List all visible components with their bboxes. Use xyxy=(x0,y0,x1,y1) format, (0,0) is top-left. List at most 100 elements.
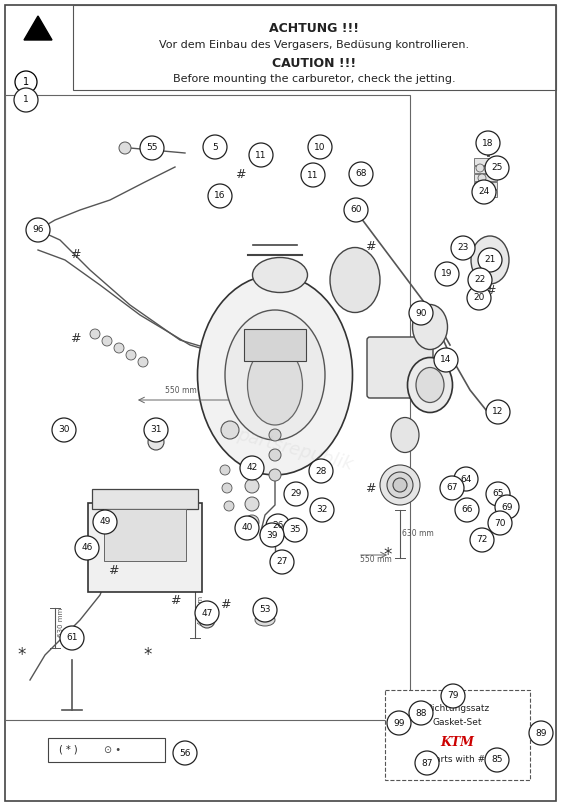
Text: *: * xyxy=(18,646,26,664)
Text: 61: 61 xyxy=(66,634,78,642)
Text: 26: 26 xyxy=(272,521,284,530)
Circle shape xyxy=(349,162,373,186)
Ellipse shape xyxy=(252,257,307,293)
Text: 99: 99 xyxy=(393,718,404,728)
Circle shape xyxy=(102,336,112,346)
Text: 30: 30 xyxy=(58,426,70,434)
Circle shape xyxy=(126,350,136,360)
Circle shape xyxy=(15,71,37,93)
Text: 60: 60 xyxy=(350,206,362,214)
FancyBboxPatch shape xyxy=(104,509,186,561)
FancyBboxPatch shape xyxy=(88,503,202,592)
Circle shape xyxy=(140,136,164,160)
Circle shape xyxy=(283,518,307,542)
Circle shape xyxy=(310,498,334,522)
Circle shape xyxy=(478,174,486,182)
Text: 96: 96 xyxy=(32,226,44,235)
Text: CAUTION !!!: CAUTION !!! xyxy=(272,57,356,70)
Text: Before mounting the carburetor, check the jetting.: Before mounting the carburetor, check th… xyxy=(173,74,456,84)
Circle shape xyxy=(245,515,259,529)
FancyBboxPatch shape xyxy=(475,157,498,164)
Text: #: # xyxy=(485,284,495,297)
Text: ACHTUNG !!!: ACHTUNG !!! xyxy=(269,22,359,35)
Text: 56: 56 xyxy=(180,749,191,758)
Circle shape xyxy=(60,626,84,650)
Text: 49: 49 xyxy=(99,517,111,526)
Circle shape xyxy=(222,483,232,493)
Circle shape xyxy=(486,400,510,424)
Circle shape xyxy=(245,461,259,475)
Text: 400 mm: 400 mm xyxy=(198,596,204,625)
Text: KTM: KTM xyxy=(440,736,475,749)
Text: 31: 31 xyxy=(150,426,162,434)
Text: 79: 79 xyxy=(447,692,459,700)
Text: 70: 70 xyxy=(494,518,506,527)
Circle shape xyxy=(495,495,519,519)
Ellipse shape xyxy=(483,749,511,771)
Circle shape xyxy=(441,684,465,708)
Circle shape xyxy=(266,514,290,538)
Text: 11: 11 xyxy=(255,151,266,160)
Circle shape xyxy=(253,598,277,622)
Circle shape xyxy=(144,418,168,442)
FancyBboxPatch shape xyxy=(475,181,498,189)
Text: 25: 25 xyxy=(491,164,503,172)
Circle shape xyxy=(467,286,491,310)
Text: 11: 11 xyxy=(307,171,319,180)
Circle shape xyxy=(269,449,281,461)
Text: #: # xyxy=(170,593,180,606)
Circle shape xyxy=(485,156,509,180)
Circle shape xyxy=(245,497,259,511)
Circle shape xyxy=(173,741,197,765)
Circle shape xyxy=(220,465,230,475)
Ellipse shape xyxy=(225,310,325,440)
Text: partsrepublik: partsrepublik xyxy=(235,426,355,474)
Text: 47: 47 xyxy=(201,609,213,617)
Text: 630 mm: 630 mm xyxy=(58,608,64,637)
Text: 88: 88 xyxy=(415,708,427,717)
Text: #: # xyxy=(70,331,80,344)
Circle shape xyxy=(90,329,100,339)
Text: ⊙ •: ⊙ • xyxy=(104,745,122,755)
Ellipse shape xyxy=(416,368,444,402)
Circle shape xyxy=(454,467,478,491)
Circle shape xyxy=(380,465,420,505)
Circle shape xyxy=(224,501,234,511)
Text: 40: 40 xyxy=(241,524,252,533)
Circle shape xyxy=(440,476,464,500)
Text: 14: 14 xyxy=(440,355,452,364)
Circle shape xyxy=(455,498,479,522)
Circle shape xyxy=(269,429,281,441)
Text: 28: 28 xyxy=(315,467,327,476)
Text: 22: 22 xyxy=(475,276,486,285)
Circle shape xyxy=(270,550,294,574)
Circle shape xyxy=(393,478,407,492)
Circle shape xyxy=(203,135,227,159)
Circle shape xyxy=(235,516,259,540)
Text: 16: 16 xyxy=(214,192,226,201)
Text: 20: 20 xyxy=(473,293,485,302)
Circle shape xyxy=(208,184,232,208)
Circle shape xyxy=(478,248,502,272)
Circle shape xyxy=(52,418,76,442)
Circle shape xyxy=(138,357,148,367)
Circle shape xyxy=(451,236,475,260)
Text: 53: 53 xyxy=(259,605,271,614)
Text: 85: 85 xyxy=(491,755,503,765)
Text: #: # xyxy=(365,483,375,496)
Text: 55: 55 xyxy=(146,143,158,152)
Circle shape xyxy=(480,184,488,192)
Text: 69: 69 xyxy=(501,502,513,512)
Text: 35: 35 xyxy=(289,526,301,534)
Text: 1: 1 xyxy=(23,77,29,87)
Text: Vor dem Einbau des Vergasers, Bedüsung kontrollieren.: Vor dem Einbau des Vergasers, Bedüsung k… xyxy=(159,40,469,50)
Circle shape xyxy=(14,88,38,112)
Text: #: # xyxy=(220,599,230,612)
Text: 89: 89 xyxy=(535,729,547,737)
Circle shape xyxy=(488,511,512,535)
Text: 68: 68 xyxy=(355,169,367,178)
Text: #: # xyxy=(108,563,118,576)
Circle shape xyxy=(387,711,411,735)
Circle shape xyxy=(472,180,496,204)
FancyBboxPatch shape xyxy=(385,690,530,780)
